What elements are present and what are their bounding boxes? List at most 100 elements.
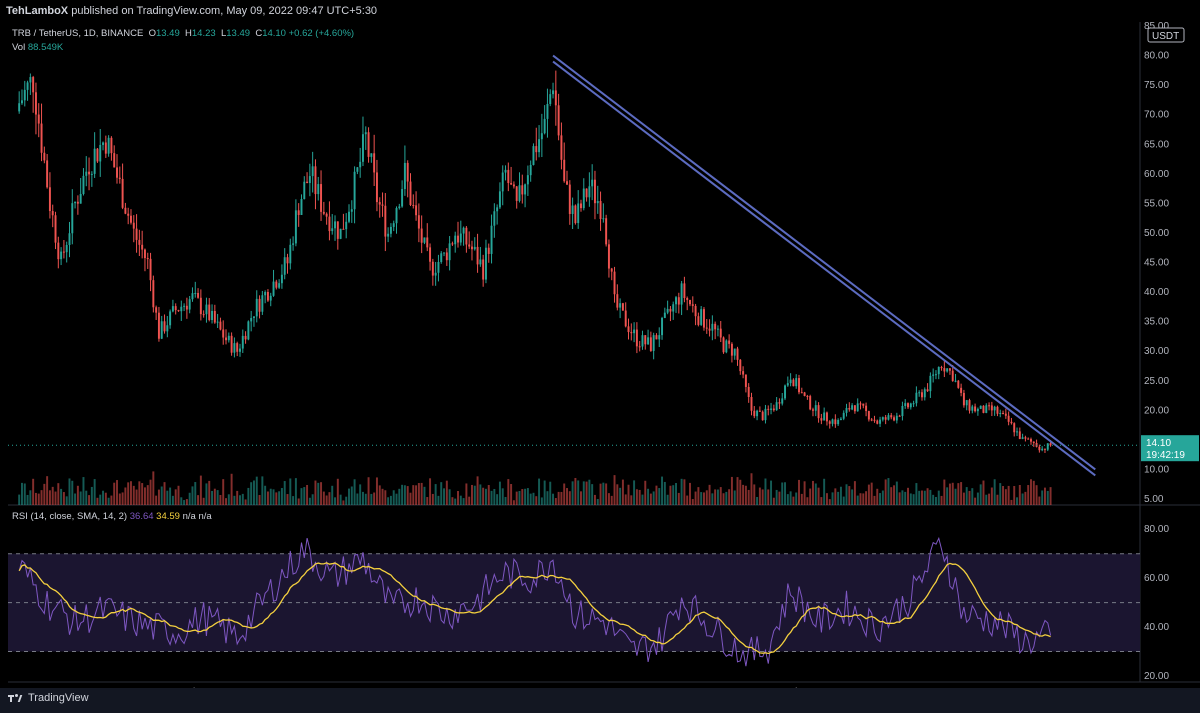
candle-body: [879, 419, 882, 424]
volume-bar: [946, 487, 949, 505]
publisher-name[interactable]: TehLamboX: [6, 5, 69, 17]
volume-bar: [546, 491, 549, 505]
volume-bar: [786, 494, 789, 505]
candle-body: [1046, 443, 1049, 450]
candle-body: [948, 368, 951, 371]
volume-bar: [345, 496, 348, 505]
volume-bar: [409, 492, 412, 505]
volume-bar: [459, 495, 462, 505]
candle-body: [811, 409, 814, 411]
volume-bar: [937, 490, 940, 505]
candle-body: [406, 162, 409, 182]
volume-bar: [823, 478, 826, 505]
volume-bar: [152, 471, 155, 505]
candle-body: [526, 175, 529, 185]
volume-bar: [515, 491, 518, 505]
symbol-text[interactable]: TRB / TetherUS, 1D, BINANCE: [12, 28, 144, 39]
candle-body: [387, 233, 390, 237]
volume-bar: [501, 488, 504, 505]
candle-body: [577, 203, 580, 224]
candle-body: [775, 402, 778, 411]
volume-bar: [468, 496, 471, 505]
rsi-tick-label: 80.00: [1144, 524, 1169, 535]
candle-body: [968, 400, 971, 411]
volume-bar: [378, 485, 381, 505]
candle-body: [580, 203, 582, 209]
volume-bar: [839, 486, 842, 505]
candle-body: [361, 134, 364, 162]
price-tick-label: 50.00: [1144, 228, 1169, 239]
candle-body: [213, 310, 216, 323]
price-tick-label: 30.00: [1144, 346, 1169, 357]
volume-bar: [314, 480, 317, 505]
last-price-badge: [1141, 435, 1199, 462]
candle-body: [398, 206, 401, 209]
volume-bar: [923, 490, 926, 505]
volume-bar: [367, 477, 370, 505]
candle-body: [672, 304, 675, 312]
volume-bar: [71, 480, 74, 505]
candle-body: [747, 386, 750, 398]
volume-bar: [401, 484, 404, 505]
volume-bar: [619, 487, 622, 505]
candle-body: [205, 304, 208, 315]
candle-body: [465, 227, 468, 245]
candle-body: [560, 135, 563, 160]
candle-body: [191, 293, 194, 300]
volume-bar: [708, 484, 711, 505]
volume-bar: [65, 496, 68, 505]
candle-body: [79, 193, 82, 204]
volume-bar: [370, 493, 373, 505]
candle-body: [375, 172, 378, 203]
volume-bar: [353, 479, 356, 505]
candle-body: [457, 235, 459, 243]
candle-body: [440, 253, 443, 263]
volume-bar: [828, 499, 831, 505]
volume-bar: [742, 484, 745, 505]
candle-body: [60, 251, 63, 260]
tradingview-brand[interactable]: TradingView: [8, 692, 89, 704]
candle-body: [778, 402, 781, 404]
o-label: O: [148, 28, 156, 39]
volume-bar: [929, 489, 932, 505]
volume-bar: [118, 493, 121, 505]
volume-bar: [691, 499, 694, 505]
volume-bar: [426, 497, 429, 505]
candle-body: [633, 329, 636, 334]
volume-bar: [560, 491, 563, 505]
candle-body: [895, 415, 898, 421]
candle-body: [311, 166, 314, 177]
price-chart[interactable]: 85.00 80.00 75.00 70.00 65.00 60.00 55.00 50.00…: [0, 0, 1200, 688]
volume-bar: [635, 489, 638, 505]
volume-bar: [876, 488, 879, 505]
candle-body: [934, 374, 937, 376]
volume-bar: [437, 495, 440, 505]
rsi-label[interactable]: RSI (14, close, SMA, 14, 2): [12, 511, 128, 522]
volume-bar: [261, 476, 264, 505]
candle-body: [381, 204, 384, 206]
volume-bar: [792, 496, 795, 505]
candle-body: [800, 392, 803, 394]
volume-bar: [552, 493, 555, 505]
c-label: C: [255, 28, 263, 39]
candle-body: [289, 244, 292, 264]
volume-bar: [57, 483, 60, 505]
candle-body: [649, 337, 652, 351]
volume-bar: [130, 481, 132, 505]
volume-bar: [149, 479, 152, 505]
candle-body: [420, 228, 423, 243]
candle-body: [781, 398, 784, 404]
volume-bar: [602, 482, 605, 505]
volume-bar: [177, 485, 180, 505]
candle-body: [183, 305, 186, 307]
rsi-legend: RSI (14, close, SMA, 14, 2) 36.64 34.59 …: [12, 511, 212, 522]
candle-body: [431, 261, 434, 276]
candle-body: [742, 371, 745, 375]
candle-body: [121, 178, 124, 208]
candle-body: [124, 207, 127, 214]
candle-body: [155, 307, 158, 313]
candle-body: [370, 153, 373, 157]
volume-bar: [90, 486, 93, 505]
symbol-legend: TRB / TetherUS, 1D, BINANCE O13.49 H14.2…: [12, 28, 354, 39]
volume-bar: [247, 487, 250, 505]
